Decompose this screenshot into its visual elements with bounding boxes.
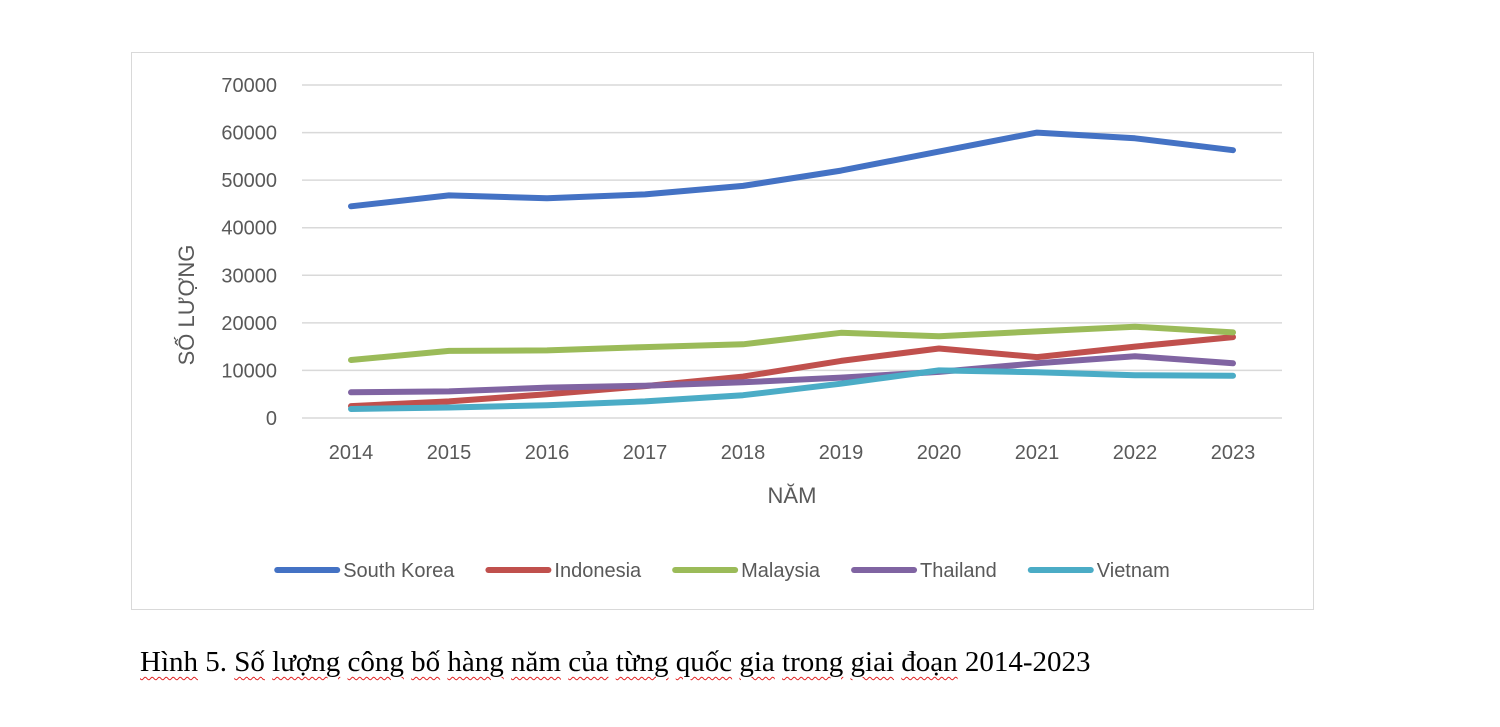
x-tick-label: 2022: [1113, 442, 1158, 464]
x-axis-label: NĂM: [768, 483, 817, 508]
y-tick-label: 70000: [221, 75, 277, 97]
legend-label: Malaysia: [741, 560, 821, 582]
legend-label: Thailand: [920, 560, 997, 582]
legend-item-thailand: Thailand: [851, 560, 997, 582]
series-line-indonesia: [348, 334, 1236, 410]
x-tick-label: 2014: [329, 442, 374, 464]
x-tick-label: 2023: [1211, 442, 1256, 464]
x-tick-label: 2017: [623, 442, 668, 464]
figure-caption: Hình 5. Số lượng công bố hàng năm của từ…: [140, 646, 1091, 678]
x-tick-label: 2020: [917, 442, 962, 464]
line-chart: 0 10000 20000 30000 40000 50000 60000 70000 201…: [173, 75, 1282, 582]
legend-item-south-korea: South Korea: [274, 560, 455, 582]
legend-item-malaysia: Malaysia: [672, 560, 821, 582]
x-tick-label: 2019: [819, 442, 864, 464]
y-tick-label: 40000: [221, 218, 277, 240]
legend-item-indonesia: Indonesia: [485, 560, 642, 582]
chart-frame: 0 10000 20000 30000 40000 50000 60000 70000 201…: [131, 52, 1314, 610]
y-axis-ticks: 0 10000 20000 30000 40000 50000 60000 70000: [221, 75, 277, 430]
y-axis-label: SỐ LƯỢNG: [173, 245, 199, 366]
y-tick-label: 0: [266, 408, 277, 430]
y-tick-label: 50000: [221, 170, 277, 192]
series-lines: [348, 129, 1236, 412]
legend-label: Indonesia: [554, 560, 642, 582]
series-line-malaysia: [348, 323, 1236, 363]
series-line-thailand: [348, 353, 1236, 396]
y-tick-label: 10000: [221, 360, 277, 382]
x-tick-label: 2018: [721, 442, 766, 464]
series-line-vietnam: [348, 367, 1236, 412]
x-tick-label: 2021: [1015, 442, 1060, 464]
x-tick-label: 2015: [427, 442, 472, 464]
x-axis-ticks: 2014 2015 2016 2017 2018 2019 2020 2021 2022 2023: [329, 442, 1256, 464]
legend-label: Vietnam: [1097, 560, 1170, 582]
series-line-south-korea: [348, 129, 1236, 210]
y-tick-label: 20000: [221, 313, 277, 335]
x-tick-label: 2016: [525, 442, 570, 464]
y-tick-label: 60000: [221, 123, 277, 145]
legend: South Korea Indonesia Malaysia Thailand Viet…: [274, 560, 1170, 582]
legend-item-vietnam: Vietnam: [1027, 560, 1170, 582]
y-tick-label: 30000: [221, 265, 277, 287]
legend-label: South Korea: [343, 560, 455, 582]
